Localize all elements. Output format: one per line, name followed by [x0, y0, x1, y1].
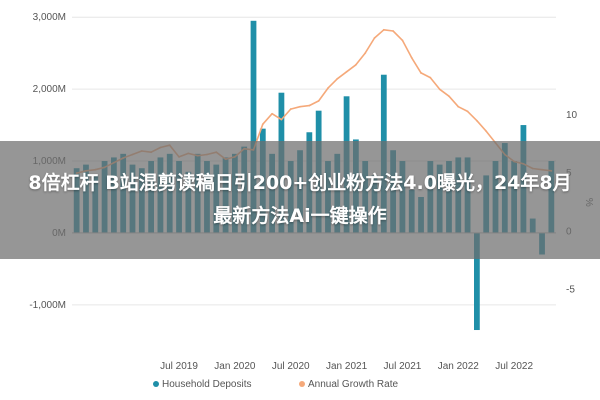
overlay-headline: 8倍杠杆 B站混剪读稿日引200+创业粉方法4.0曝光，24年8月最新方法Ai一…: [28, 172, 572, 227]
growth-rate-point: [475, 119, 478, 122]
growth-rate-point: [392, 30, 395, 32]
growth-rate-point: [382, 28, 385, 31]
growth-rate-point: [354, 63, 357, 66]
growth-rate-point: [299, 105, 301, 108]
bar: [250, 20, 257, 233]
y-tick-label: -1,000M: [29, 300, 66, 311]
legend: Household Deposits Annual Growth Rate: [153, 379, 398, 390]
growth-rate-point: [280, 118, 283, 121]
x-tick-label: Jul 2020: [272, 361, 310, 372]
growth-rate-point: [466, 110, 469, 113]
legend-label-household-deposits: Household Deposits: [162, 379, 252, 390]
growth-rate-point: [373, 37, 376, 39]
y-tick-label: 2,000M: [33, 84, 66, 95]
growth-rate-point: [410, 56, 413, 59]
legend-label-annual-growth-rate: Annual Growth Rate: [308, 379, 398, 390]
growth-rate-point: [271, 112, 274, 115]
growth-rate-point: [401, 39, 404, 42]
legend-marker-household-deposits: [153, 381, 159, 387]
growth-rate-point: [364, 52, 367, 55]
x-tick-label: Jan 2021: [326, 361, 368, 372]
growth-rate-point: [308, 104, 311, 107]
overlay-banner: 8倍杠杆 B站混剪读稿日引200+创业粉方法4.0曝光，24年8月最新方法Ai一…: [0, 141, 600, 259]
x-tick-label: Jul 2019: [160, 361, 198, 372]
growth-rate-point: [448, 95, 450, 98]
x-tick-label: Jan 2020: [214, 361, 256, 372]
growth-rate-point: [345, 70, 348, 73]
x-tick-label: Jan 2022: [438, 361, 480, 372]
x-tick-label: Jul 2021: [384, 361, 422, 372]
legend-marker-annual-growth-rate: [299, 381, 305, 387]
growth-rate-point: [261, 123, 264, 126]
x-tick-label: Jul 2022: [495, 361, 533, 372]
bar: [473, 232, 480, 331]
growth-rate-point: [420, 72, 422, 74]
growth-rate-point: [485, 130, 488, 133]
y2-tick-label: 10: [566, 110, 578, 121]
y-tick-label: 3,000M: [33, 12, 66, 23]
growth-rate-point: [457, 105, 460, 108]
growth-rate-point: [438, 88, 441, 91]
growth-rate-point: [429, 76, 432, 79]
y2-tick-label: -5: [566, 285, 575, 296]
growth-rate-point: [289, 108, 292, 110]
growth-rate-point: [336, 77, 339, 80]
growth-rate-point: [327, 87, 329, 89]
growth-rate-point: [317, 100, 320, 102]
